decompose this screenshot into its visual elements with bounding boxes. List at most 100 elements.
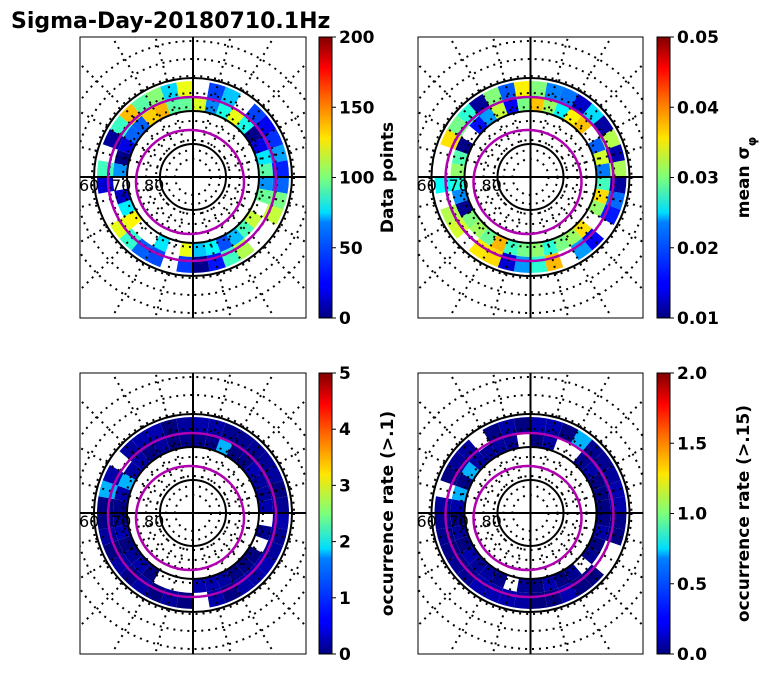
data-bin bbox=[109, 115, 132, 137]
data-bin bbox=[193, 578, 207, 594]
latitude-label: 80 bbox=[144, 176, 164, 195]
data-bin bbox=[153, 101, 171, 120]
data-bin bbox=[587, 137, 606, 155]
data-bin bbox=[109, 217, 132, 239]
data-bin bbox=[516, 578, 531, 594]
data-bin bbox=[254, 553, 277, 575]
data-bin bbox=[530, 242, 545, 258]
data-bin bbox=[455, 199, 474, 217]
data-bin bbox=[206, 82, 226, 102]
oval-outer bbox=[444, 95, 615, 263]
data-bin bbox=[117, 473, 136, 491]
data-bin bbox=[587, 535, 606, 553]
data-bin bbox=[193, 432, 207, 448]
data-bin bbox=[233, 238, 255, 261]
data-bin bbox=[131, 574, 153, 597]
data-bin bbox=[451, 524, 469, 541]
plot-frame bbox=[79, 372, 307, 655]
colorbar-tick-label: 2 bbox=[339, 533, 351, 553]
data-bin bbox=[587, 199, 606, 217]
plot-area: 60 70 80 bbox=[80, 37, 306, 318]
oval-outer bbox=[444, 431, 615, 599]
data-bin bbox=[179, 432, 193, 448]
data-bin bbox=[119, 439, 142, 462]
latitude-label: 70 bbox=[449, 512, 469, 531]
colorbar-label-subscript: φ bbox=[745, 137, 759, 146]
data-bin bbox=[258, 499, 274, 513]
latitude-label: 60 bbox=[79, 512, 99, 531]
data-bin bbox=[165, 434, 182, 451]
data-bin bbox=[255, 524, 272, 541]
latitude-label: 80 bbox=[482, 176, 502, 195]
data-bin bbox=[255, 485, 272, 502]
data-bin bbox=[544, 418, 564, 438]
data-bin bbox=[119, 228, 142, 251]
data-bin bbox=[114, 485, 131, 502]
data-bin bbox=[204, 98, 221, 115]
data-bin bbox=[176, 417, 193, 435]
data-bin bbox=[581, 228, 604, 251]
data-bin bbox=[503, 434, 519, 451]
data-bin bbox=[179, 242, 193, 258]
data-bin bbox=[160, 418, 180, 438]
data-bin bbox=[595, 499, 611, 513]
data-bin bbox=[255, 149, 272, 166]
colorbar: 0.0 0.5 1.0 1.5 2.0 occurrence rate (>.15) bbox=[656, 364, 754, 665]
oval-inner bbox=[134, 128, 246, 236]
data-bin bbox=[516, 96, 531, 112]
data-bin bbox=[455, 535, 474, 553]
colorbar-tick-label: 3 bbox=[339, 476, 351, 496]
colorbar-tick-label: 100 bbox=[339, 169, 375, 189]
data-bin bbox=[570, 238, 593, 261]
data-bin bbox=[117, 199, 136, 217]
colorbar-gradient bbox=[656, 372, 671, 655]
data-bin bbox=[215, 234, 233, 253]
data-bin bbox=[581, 564, 604, 587]
data-bin bbox=[250, 473, 269, 491]
colorbar-label: Data points bbox=[378, 122, 398, 233]
data-bin bbox=[117, 535, 136, 553]
data-bin bbox=[258, 163, 274, 177]
data-bin bbox=[530, 591, 548, 609]
data-bin bbox=[450, 499, 466, 513]
data-bin bbox=[165, 98, 182, 115]
data-bin bbox=[244, 564, 267, 587]
oval-inner bbox=[134, 464, 246, 572]
data-bin bbox=[457, 564, 480, 587]
data-bin bbox=[490, 570, 508, 589]
data-bin bbox=[112, 513, 128, 527]
data-bin bbox=[490, 437, 508, 456]
data-bin bbox=[193, 96, 207, 112]
plot-area: 60 70 80 bbox=[79, 373, 306, 654]
data-bin bbox=[193, 417, 210, 435]
panel-4: 60 70 80 0.0 0.5 1.0 1.5 2.0 occurrence rate (>.… bbox=[417, 364, 754, 665]
data-bin bbox=[447, 115, 470, 137]
data-bin bbox=[153, 234, 171, 253]
colorbar: 0 50 100 150 200 Data points bbox=[318, 28, 398, 329]
data-bin bbox=[587, 473, 606, 491]
data-bin bbox=[112, 163, 128, 177]
data-bin bbox=[176, 591, 193, 609]
data-bin bbox=[595, 177, 611, 191]
colorbar-tick-label: 0 bbox=[339, 309, 351, 329]
colorbar-tick-label: 50 bbox=[339, 239, 363, 259]
oval-inner bbox=[472, 464, 583, 572]
data-bin bbox=[451, 188, 469, 205]
data-bin bbox=[119, 564, 142, 587]
data-bin bbox=[592, 149, 610, 166]
data-bin bbox=[176, 255, 193, 273]
colorbar-gradient bbox=[656, 36, 671, 319]
colorbar: 0.01 0.02 0.03 0.04 0.05 mean σφ bbox=[656, 28, 759, 329]
data-bin bbox=[451, 485, 469, 502]
data-bin bbox=[468, 238, 491, 261]
data-bin bbox=[530, 96, 545, 112]
data-bin bbox=[176, 81, 193, 99]
colorbar-tick-label: 0.02 bbox=[677, 239, 719, 259]
data-bin bbox=[119, 103, 142, 126]
data-bin bbox=[447, 553, 470, 575]
data-bin bbox=[204, 434, 221, 451]
data-bin bbox=[117, 137, 136, 155]
data-bin bbox=[215, 570, 233, 589]
